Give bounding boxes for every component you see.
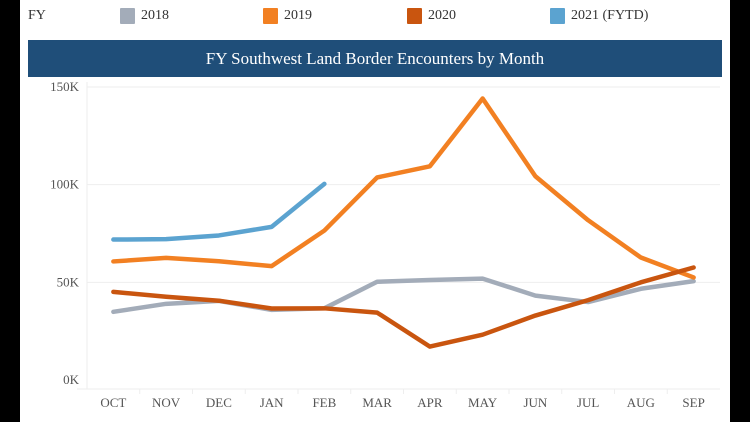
legend-text: 2021 (FYTD) [571, 8, 649, 23]
x-tick-label: JUN [523, 395, 547, 410]
x-tick-label: DEC [206, 395, 232, 410]
legend-swatch [120, 8, 135, 24]
x-tick-label: APR [417, 395, 443, 410]
x-tick-label: FEB [312, 395, 336, 410]
x-tick-label: NOV [152, 395, 181, 410]
plot-area: 0K 50K 100K 150K OCT NOV DEC JAN FEB MAR APR MAY JUN… [50, 79, 720, 410]
y-tick-label: 0K [63, 372, 80, 387]
legend-item-2018[interactable]: 2018 [120, 8, 169, 24]
x-tick-label: MAR [362, 395, 392, 410]
chart-title: FY Southwest Land Border Encounters by M… [28, 40, 722, 77]
legend-swatch [550, 8, 565, 24]
x-tick-label: SEP [682, 395, 704, 410]
x-tick-label: OCT [100, 395, 126, 410]
legend-item-2021[interactable]: 2021 (FYTD) [550, 8, 648, 24]
y-tick-label: 150K [50, 79, 80, 94]
y-tick-label: 50K [57, 274, 80, 289]
x-tick-label: JUL [577, 395, 599, 410]
legend-text: 2020 [428, 8, 456, 23]
legend-text: 2018 [141, 8, 169, 23]
legend-item-2020[interactable]: 2020 [407, 8, 456, 24]
legend-text: 2019 [284, 8, 312, 23]
legend-swatch [407, 8, 422, 24]
series-line-2019 [111, 96, 696, 280]
y-tick-label: 100K [50, 177, 80, 192]
series-line-2021 [111, 181, 327, 242]
x-tick-label: MAY [468, 395, 498, 410]
legend: FY 2018 2019 2020 2021 (FYTD) [20, 8, 730, 28]
chart-canvas: FY 2018 2019 2020 2021 (FYTD) FY Southwe… [20, 0, 730, 422]
x-tick-label: JAN [260, 395, 284, 410]
x-tick-label: AUG [627, 395, 655, 410]
legend-label: FY [28, 8, 46, 23]
legend-item-2019[interactable]: 2019 [263, 8, 312, 24]
series-line-2020 [111, 265, 696, 349]
legend-swatch [263, 8, 278, 24]
